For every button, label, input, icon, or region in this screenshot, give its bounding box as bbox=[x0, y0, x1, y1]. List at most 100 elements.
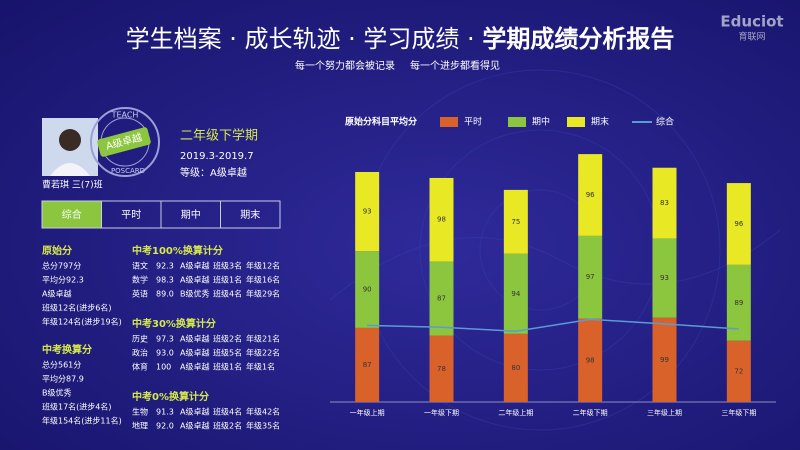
subject-cell: A级卓越 bbox=[180, 362, 209, 372]
subject-cell: 政治 bbox=[132, 348, 148, 358]
badge-ring-text: TEACH bbox=[111, 111, 139, 120]
value-label: 87 bbox=[363, 361, 372, 369]
score-item: 平均分92.3 bbox=[42, 275, 84, 285]
bar-segment bbox=[726, 183, 751, 265]
tab[interactable] bbox=[41, 200, 102, 229]
tab-label[interactable]: 期末 bbox=[240, 208, 260, 221]
bar-segment bbox=[578, 154, 603, 236]
subject-cell: 93.0 bbox=[156, 349, 174, 358]
legend-swatch bbox=[440, 117, 458, 127]
logo-sub: 育联网 bbox=[738, 31, 765, 43]
value-label: 72 bbox=[734, 367, 743, 375]
value-label: 75 bbox=[511, 218, 520, 226]
subject-cell: 生物 bbox=[132, 407, 148, 417]
subject-cell: 数学 bbox=[132, 275, 148, 285]
subject-cell: 89.0 bbox=[156, 290, 174, 299]
dates: 2019.3-2019.7 bbox=[180, 151, 254, 162]
value-label: 93 bbox=[363, 208, 372, 216]
bar-segment bbox=[503, 333, 528, 402]
score-item: 年级124名(进步19名) bbox=[42, 317, 122, 327]
subject-cell: 年级22名 bbox=[246, 348, 280, 358]
photo-head bbox=[59, 129, 81, 151]
group-title: 中考100%换算计分 bbox=[132, 244, 223, 257]
value-label: 93 bbox=[660, 274, 669, 282]
subject-cell: 年级12名 bbox=[246, 261, 280, 271]
group-title: 中考0%换算计分 bbox=[132, 390, 209, 403]
subject-cell: 98.3 bbox=[156, 276, 174, 285]
badge-ring bbox=[90, 107, 160, 177]
title-bold: 学期成绩分析报告 bbox=[482, 25, 674, 53]
subject-cell: A级卓越 bbox=[180, 275, 209, 285]
subtitle: 每一个努力都会被记录 bbox=[295, 59, 395, 72]
score-item: 总分561分 bbox=[42, 360, 81, 370]
x-tick-label: 二年级上期 bbox=[498, 408, 533, 417]
section-title: 中考换算分 bbox=[42, 343, 92, 356]
left-panel: 综合 平时 期中 期末原始分总分797分平均分92.3A级卓越班级12名(进步6名)年… bbox=[41, 200, 281, 431]
subject-cell: A级卓越 bbox=[180, 348, 209, 358]
score-item: 年级154名(进步11名) bbox=[42, 416, 122, 426]
subject-cell: 班级5名 bbox=[213, 348, 242, 358]
bar-segment bbox=[652, 317, 677, 402]
subject-cell: 班级2名 bbox=[213, 421, 242, 431]
subject-cell: 100 bbox=[156, 363, 171, 372]
bar-segment bbox=[429, 335, 454, 402]
logo: Educiot bbox=[720, 13, 783, 31]
value-label: 98 bbox=[437, 216, 446, 224]
value-label: 89 bbox=[734, 299, 743, 307]
tab-label[interactable]: 综合 bbox=[62, 208, 82, 221]
subject-cell: A级卓越 bbox=[180, 261, 209, 271]
bar-segment bbox=[652, 238, 677, 318]
page-title: 学生档案 · 成长轨迹 · 学习成绩 · 学期成绩分析报告 bbox=[126, 25, 675, 53]
value-label: 96 bbox=[586, 191, 595, 199]
subject-cell: 91.3 bbox=[156, 408, 174, 417]
section-title: 原始分 bbox=[42, 244, 72, 257]
subject-cell: A级卓越 bbox=[180, 421, 209, 431]
subject-cell: 年级16名 bbox=[246, 275, 280, 285]
subject-cell: B级优秀 bbox=[180, 289, 210, 299]
value-label: 94 bbox=[511, 290, 520, 298]
x-tick-label: 三年级上期 bbox=[647, 408, 682, 417]
subject-cell: 地理 bbox=[132, 421, 148, 431]
subject-cell: 97.3 bbox=[156, 335, 174, 344]
subject-cell: 年级42名 bbox=[246, 407, 280, 417]
subject-cell: 年级1名 bbox=[246, 362, 275, 372]
tab-label[interactable]: 平时 bbox=[121, 209, 141, 221]
x-tick-label: 二年级下期 bbox=[573, 408, 608, 417]
term: 二年级下学期 bbox=[180, 128, 258, 144]
bar-segment bbox=[503, 189, 528, 254]
subject-cell: 年级21名 bbox=[246, 334, 280, 344]
chart-title: 原始分科目平均分 bbox=[345, 116, 417, 128]
subject-cell: 年级29名 bbox=[246, 289, 280, 299]
bar-segment bbox=[355, 251, 380, 328]
subject-cell: A级卓越 bbox=[180, 334, 209, 344]
tab[interactable] bbox=[220, 200, 281, 229]
score-item: B级优秀 bbox=[42, 388, 72, 398]
score-item: 平均分87.9 bbox=[42, 374, 84, 384]
student-name: 曹若琪 三(7)班 bbox=[42, 179, 103, 191]
subject-cell: 班级1名 bbox=[213, 275, 242, 285]
bar-segment bbox=[578, 318, 603, 402]
bar-segment bbox=[652, 167, 677, 239]
x-tick-label: 一年级上期 bbox=[350, 408, 385, 417]
badge-ring-text: POSCARD bbox=[111, 167, 145, 175]
bar-segment bbox=[355, 327, 380, 402]
bar-segment bbox=[503, 253, 528, 334]
value-label: 98 bbox=[586, 356, 595, 364]
value-label: 96 bbox=[734, 220, 743, 228]
bar-segment bbox=[429, 261, 454, 336]
tab-label[interactable]: 期中 bbox=[181, 208, 201, 221]
subject-cell: 班级1名 bbox=[213, 362, 242, 372]
x-tick-label: 一年级下期 bbox=[424, 408, 459, 417]
line bbox=[367, 318, 739, 333]
subject-cell: 班级2名 bbox=[213, 334, 242, 344]
value-label: 90 bbox=[363, 286, 372, 294]
subject-cell: 年级35名 bbox=[246, 421, 280, 431]
value-label: 99 bbox=[660, 356, 669, 364]
subtitle: 每一个进步都看得见 bbox=[410, 59, 500, 72]
subject-cell: 班级4名 bbox=[213, 407, 242, 417]
bar-segment bbox=[429, 177, 454, 262]
subject-cell: 体育 bbox=[132, 362, 148, 372]
